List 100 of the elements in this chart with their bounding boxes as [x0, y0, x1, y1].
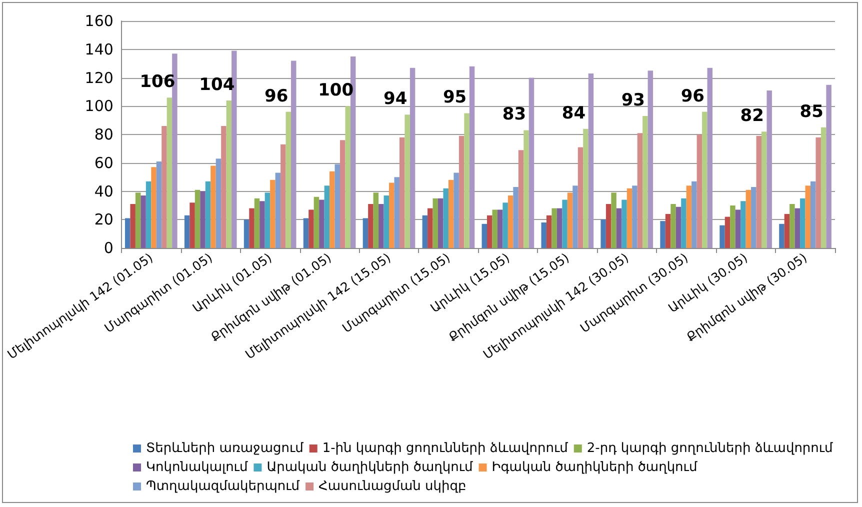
bar [205, 181, 211, 248]
bar [264, 192, 270, 248]
bar [707, 68, 712, 248]
data-label: 93 [621, 90, 646, 111]
data-label: 96 [264, 86, 288, 106]
bar [130, 204, 136, 248]
bar [541, 222, 546, 248]
y-tick-label: 80 [94, 126, 114, 144]
bar [190, 202, 195, 248]
bar [389, 182, 394, 248]
bar [362, 218, 368, 248]
legend-label: Իգական ծաղիկների ծաղկում [492, 460, 698, 475]
bar [345, 106, 350, 248]
y-tick-label: 140 [84, 40, 114, 58]
bar [330, 171, 335, 248]
bar [508, 196, 514, 248]
bar [632, 186, 638, 248]
y-tick-label: 0 [104, 239, 114, 257]
bar [399, 137, 405, 248]
legend-label: Պտղակազմակերպում [146, 479, 300, 494]
bar [146, 181, 152, 248]
bar [616, 208, 622, 248]
bar [432, 198, 438, 248]
bar [275, 172, 281, 248]
bar [648, 70, 654, 248]
bar [334, 164, 340, 248]
bar [816, 137, 821, 248]
bar [751, 186, 756, 248]
bar [779, 224, 784, 248]
bar [340, 140, 346, 248]
bar [562, 200, 568, 248]
bar [583, 128, 588, 248]
data-label: 85 [800, 102, 824, 122]
bar [151, 167, 156, 248]
y-tick-label: 60 [94, 154, 114, 172]
legend-label: 1-ին կարգի ցողունների ձևավորում [322, 441, 569, 456]
bar [660, 221, 666, 248]
bar [611, 192, 616, 248]
bar [464, 113, 470, 248]
bar [422, 215, 428, 248]
bar [746, 190, 752, 248]
data-label: 96 [680, 86, 704, 106]
bar [626, 188, 632, 248]
y-tick-label: 40 [94, 182, 114, 200]
bar [784, 214, 790, 248]
bar [303, 218, 309, 248]
bar [384, 196, 390, 248]
bar [249, 208, 254, 248]
bar [524, 130, 529, 248]
bar [226, 100, 232, 248]
bar [448, 180, 454, 248]
bar [244, 220, 250, 248]
bar [810, 181, 816, 248]
bar [314, 196, 320, 248]
bar [454, 172, 459, 248]
bar [702, 112, 708, 248]
bar [184, 215, 190, 248]
bar [487, 215, 492, 248]
bar [156, 161, 162, 248]
bar [676, 206, 682, 248]
bar [368, 204, 374, 248]
bar [410, 68, 416, 248]
bar [324, 186, 330, 248]
bar [606, 204, 612, 248]
bar [469, 66, 475, 248]
bar [135, 192, 141, 248]
bar [740, 201, 746, 248]
data-label: 94 [383, 89, 408, 110]
y-tick-label: 20 [94, 210, 114, 229]
bar [378, 204, 384, 248]
bar [720, 225, 725, 248]
bar [552, 208, 557, 248]
bar [162, 126, 167, 248]
bar [502, 202, 508, 248]
bar [692, 181, 697, 248]
data-label: 82 [740, 106, 764, 126]
y-tick-label: 160 [84, 12, 114, 30]
bar [637, 133, 643, 248]
bar [280, 144, 286, 248]
bar [404, 114, 410, 248]
y-tick-label: 100 [84, 97, 114, 116]
bar [766, 90, 772, 248]
bar [800, 198, 806, 248]
bar [724, 216, 730, 248]
bar [286, 112, 292, 248]
legend-label: Արական ծաղիկների ծաղկում [266, 460, 474, 475]
data-label: 100 [318, 80, 354, 101]
bar [458, 136, 464, 248]
bar [194, 190, 200, 248]
y-tick-label: 120 [84, 68, 114, 87]
bar [578, 147, 584, 248]
bar [762, 132, 767, 248]
bar [794, 208, 800, 248]
bar [270, 180, 276, 248]
bar [696, 134, 702, 248]
bar [308, 210, 314, 248]
bar [622, 200, 627, 248]
bar [513, 186, 518, 248]
bar [600, 220, 606, 248]
data-label: 106 [140, 72, 176, 92]
